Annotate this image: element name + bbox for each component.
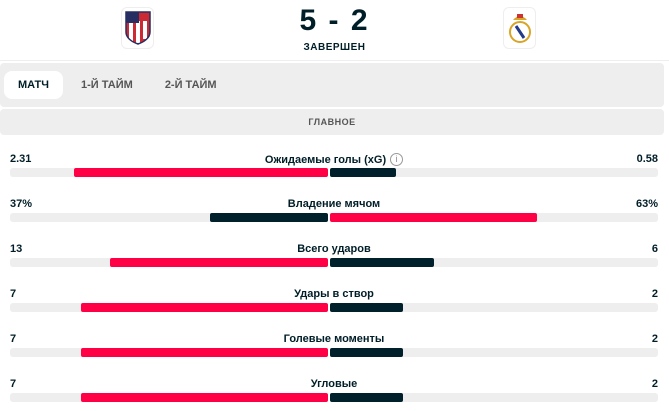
away-value: 2 [651,288,658,300]
home-value: 13 [10,243,23,255]
home-value: 7 [10,288,17,300]
away-bar-fill [330,348,403,357]
home-value: 37% [10,198,33,210]
home-bar-track [10,348,328,357]
stat-label-text: Ожидаемые голы (xG) [264,153,387,166]
home-bar-fill [80,303,328,312]
stat-label: Владение мячом [10,198,658,210]
home-bar-fill [73,168,328,177]
home-bar-track [10,213,328,222]
away-value: 0.58 [636,153,658,165]
stat-row: 7 Голевые моменты 2 [10,333,658,363]
away-bar-track [330,348,658,357]
home-value: 7 [10,378,17,390]
away-bar-track [330,393,658,402]
score: 5 - 2 [299,4,370,37]
match-header: 5 - 2 ЗАВЕРШЕН [0,0,669,61]
tab-1[interactable]: 1-Й ТАЙМ [81,79,133,91]
stat-label: Удары в створ [10,288,658,300]
tab-2[interactable]: 2-Й ТАЙМ [164,79,217,91]
away-bar-fill [330,213,537,222]
home-bar-track [10,393,328,402]
stat-label-text: Голевые моменты [283,333,385,345]
stat-label: Ожидаемые голы (xG) i [10,153,658,166]
away-bar-fill [330,393,403,402]
stat-label: Всего ударов [10,243,658,255]
home-bar-track [10,258,328,267]
home-bar-fill [80,348,328,357]
away-value: 2 [651,333,658,345]
stat-row: 7 Удары в створ 2 [10,288,658,318]
real-madrid-crest-icon [508,14,531,43]
stat-label-text: Угловые [310,378,358,390]
away-bar-track [330,258,658,267]
stat-row: 2.31 Ожидаемые голы (xG) i 0.58 [10,153,658,183]
stat-label: Угловые [10,378,658,390]
stat-label: Голевые моменты [10,333,658,345]
home-bar-fill [110,258,328,267]
home-value: 7 [10,333,17,345]
stat-row: 7 Угловые 2 [10,378,658,408]
home-value: 2.31 [10,153,32,165]
atletico-crest-icon [124,11,151,45]
home-bar-track [10,303,328,312]
info-icon[interactable]: i [390,153,404,166]
stat-label-text: Удары в створ [294,288,374,300]
stat-label-text: Владение мячом [287,198,381,210]
away-value: 2 [651,378,658,390]
stat-row: 37% Владение мячом 63% [10,198,658,228]
stat-label-text: Всего ударов [297,243,371,255]
home-bar-fill [80,393,328,402]
home-team-logo[interactable] [121,7,154,49]
tab-0[interactable]: МАТЧ [4,71,64,99]
home-bar-fill [210,213,328,222]
away-value: 6 [651,243,658,255]
away-bar-track [330,213,658,222]
match-status: ЗАВЕРШЕН [303,42,366,53]
away-bar-fill [330,168,396,177]
stat-row: 13 Всего ударов 6 [10,243,658,273]
period-tabs: МАТЧ 1-Й ТАЙМ 2-Й ТАЙМ [0,63,664,107]
away-value: 63% [635,198,658,210]
section-header: ГЛАВНОЕ [0,109,664,135]
away-bar-fill [330,303,403,312]
home-bar-track [10,168,328,177]
away-team-logo[interactable] [503,7,536,49]
away-bar-fill [330,258,434,267]
away-bar-track [330,168,658,177]
away-bar-track [330,303,658,312]
